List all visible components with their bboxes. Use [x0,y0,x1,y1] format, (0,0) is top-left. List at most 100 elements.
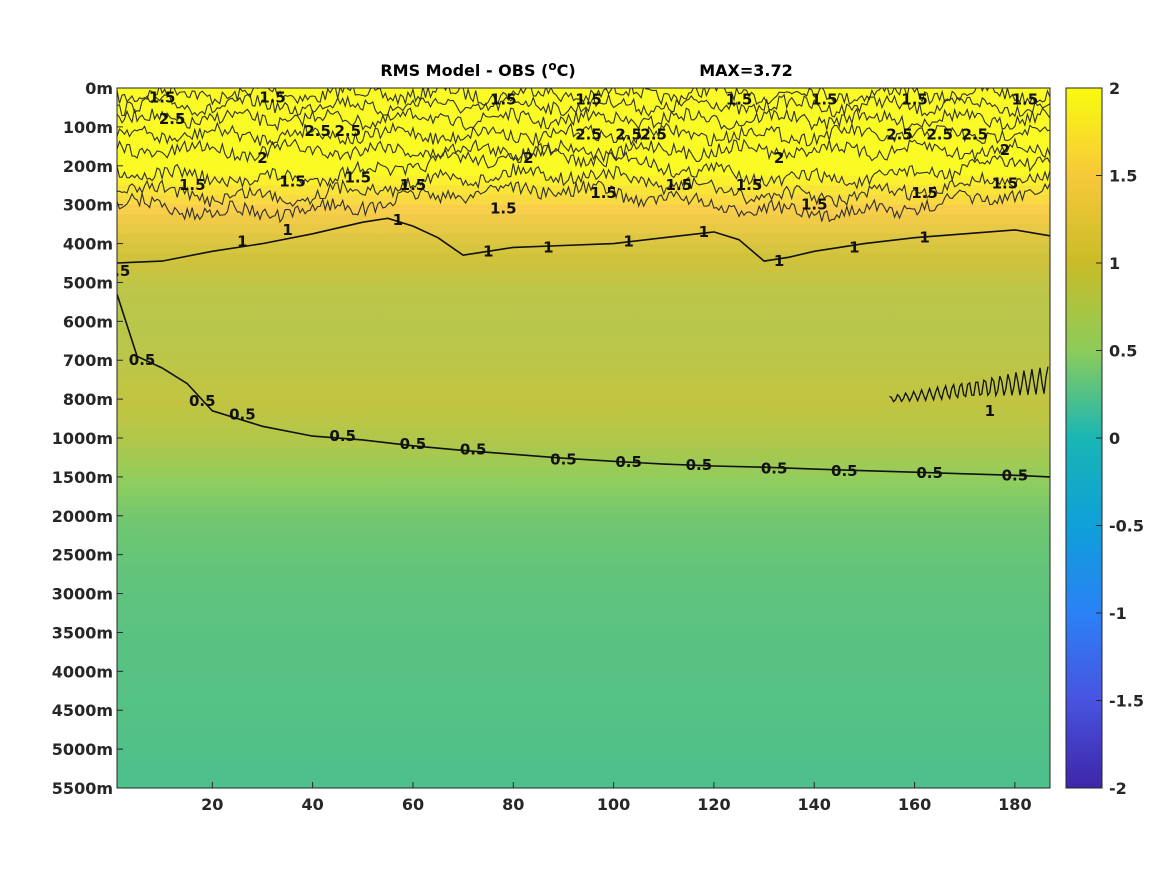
colorbar-tick-label: -0.5 [1109,517,1144,536]
colorbar-tick-label: 1.5 [1109,167,1137,186]
contour-label: 1.5 [490,91,517,109]
contour-lines [117,217,1050,478]
title-suffix: C) [557,61,576,80]
contour-label: 1 [393,211,403,229]
y-tick-label: 700m [63,351,113,370]
contour-label: 0.5 [615,453,642,471]
x-axis: 20 40 60 80 100 120 140 160 180 [201,782,1032,814]
colorbar: 2 1.5 1 0.5 0 -0.5 -1 -1.5 -2 [1065,79,1144,798]
contour-label: 1.5 [400,176,427,194]
y-tick-label: 5000m [52,740,113,759]
contour-label: 2.5 [334,122,361,140]
contour-label: 1.5 [259,89,286,107]
contour-label: 1.5 [736,176,763,194]
y-tick-label: 600m [63,312,113,331]
plot-area: 1 1 1 1 1 1 1 1 1 1 1 0.5 0.5 0.5 0.5 0.5 0.5 0.5 0.5 0.5 0.… [104,88,1050,788]
contour-label: 1.5 [911,184,938,202]
x-tick-label: 160 [898,795,931,814]
contour-label: 0.5 [916,464,943,482]
colorbar-tick-label: 0.5 [1109,342,1137,361]
y-tick-label: 400m [63,235,113,254]
y-tick-label: 100m [63,118,113,137]
y-tick-label: 4500m [52,701,113,720]
x-tick-label: 80 [502,795,524,814]
contour-label: 0.5 [400,435,427,453]
contour-label: 1 [282,221,292,239]
svg-text:RMS Model - OBS (oC): RMS Model - OBS (oC) [380,59,575,80]
x-tick-label: 40 [301,795,323,814]
contour-label: 0.5 [686,456,713,474]
chart-title: RMS Model - OBS (oC) MAX=3.72 [380,59,792,80]
y-axis: 0m 100m 200m 300m 400m 500m 600m 700m 800m 1000m 1… [52,79,123,798]
contour-label: 2 [1000,141,1010,159]
contour-line-1 [117,217,1050,264]
x-tick-label: 120 [697,795,730,814]
contour-label: 1 [985,402,995,420]
colorbar-tick-label: 0 [1109,429,1120,448]
contour-line-noisy-blob [889,366,1049,403]
y-tick-label: 4000m [52,662,113,681]
y-tick-label: 2500m [52,546,113,565]
y-tick-label: 1000m [52,429,113,448]
contour-label: 1.5 [901,91,928,109]
contour-label: 0.5 [129,351,156,369]
contour-label: 2 [523,149,533,167]
colorbar-tick-label: 2 [1109,79,1120,98]
contour-label: 2 [774,149,784,167]
colorbar-tick-label: -1 [1109,604,1127,623]
contour-label: 2.5 [159,110,186,128]
stripe-overlay [117,88,1050,788]
contour-label: 2.5 [926,126,953,144]
contour-labels: 1 1 1 1 1 1 1 1 1 1 1 0.5 0.5 0.5 0.5 0.5 0.5 0.5 0.5 0.5 0.… [104,89,1039,485]
colorbar-tick-label: -2 [1109,779,1127,798]
y-tick-label: 5500m [52,779,113,798]
contour-label: 0.5 [550,450,577,468]
contour-label: 1 [699,223,709,241]
contour-label: 2.5 [886,126,913,144]
contour-label: 1.5 [344,168,371,186]
contour-label: 0.5 [229,406,256,424]
x-tick-label: 60 [402,795,424,814]
contour-label: 2.5 [961,126,988,144]
contour-label: 1.5 [1012,91,1039,109]
contour-label: 1.5 [575,91,602,109]
y-tick-label: 0m [85,79,113,98]
contour-label: 2 [257,149,267,167]
contour-label: 0.5 [189,392,216,410]
contour-label: 1.5 [149,89,176,107]
y-tick-label: 3500m [52,623,113,642]
x-tick-label: 100 [597,795,630,814]
contour-label: 2.5 [615,126,642,144]
y-tick-label: 3000m [52,585,113,604]
contour-label: 0.5 [460,441,487,459]
contour-label: 1.5 [801,196,828,214]
contour-label: 1 [849,238,859,256]
contour-label: 1 [237,233,247,251]
x-tick-label: 140 [798,795,831,814]
contour-label: 1.5 [992,174,1019,192]
contour-label: 2.5 [304,122,331,140]
colorbar-tick-label: -1.5 [1109,692,1144,711]
contour-line-0-5 [117,293,1050,478]
contour-label: 1 [543,238,553,256]
contour-label: 0.5 [761,459,788,477]
y-tick-label: 200m [63,157,113,176]
contour-label: 1.5 [590,184,617,202]
contour-label: 2.5 [575,126,602,144]
colorbar-ticks: 2 1.5 1 0.5 0 -0.5 -1 -1.5 -2 [1096,79,1144,798]
y-tick-label: 800m [63,390,113,409]
colorbar-tick-label: 1 [1109,254,1120,273]
y-tick-label: 300m [63,196,113,215]
contour-label: 1.5 [726,91,753,109]
y-tick-label: 1500m [52,468,113,487]
contour-label: 1 [774,252,784,270]
contour-label: 0.5 [329,427,356,445]
contour-label: 0.5 [831,462,858,480]
contour-label: 1.5 [666,176,693,194]
contour-label: 0.5 [1002,467,1029,485]
contour-label: 2.5 [640,126,667,144]
y-tick-label: 2000m [52,507,113,526]
contour-label: 0.5 [104,262,131,280]
title-superscript: o [548,59,556,73]
